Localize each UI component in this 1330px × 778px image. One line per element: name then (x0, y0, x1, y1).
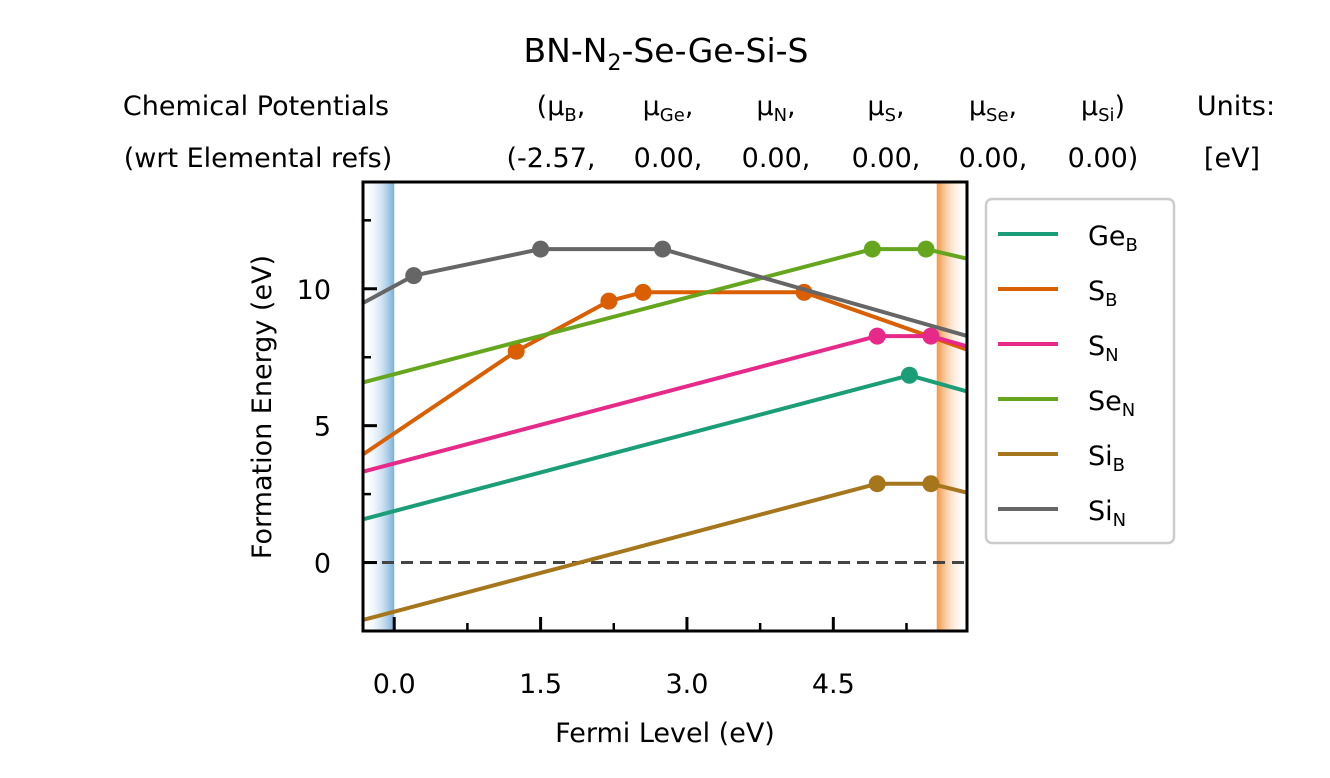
mu-labels: (μB, μGe, μN, μS, μSe, μSi) (537, 91, 1125, 126)
series-1-marker-1 (600, 292, 618, 310)
series-layer (363, 240, 967, 622)
legend-label-0: GeB (1088, 221, 1138, 256)
mu-value-2: 0.00, (742, 143, 811, 174)
legend-label-1: SB (1088, 276, 1118, 311)
mu-label-2: μN, (756, 91, 795, 126)
chart-title-subscript: 2 (607, 51, 621, 76)
x-tick-label-2: 3.0 (665, 669, 708, 700)
plot-frame (361, 180, 969, 633)
mu-label-1: μGe, (643, 91, 694, 126)
mu-value-0: (-2.57, (507, 143, 596, 174)
chart-title-rest: -Se-Ge-Si-S (621, 31, 808, 70)
series-5-marker-1 (532, 240, 550, 258)
series-0-marker-0 (900, 366, 918, 384)
x-tick-label-0: 0.0 (373, 669, 416, 700)
chart-title: BN-N2-Se-Ge-Si-S (524, 31, 809, 76)
x-tick-label-1: 1.5 (519, 669, 562, 700)
mu-values: (-2.57, 0.00, 0.00, 0.00, 0.00, 0.00) (507, 143, 1139, 174)
series-line-4 (363, 481, 967, 622)
series-5-marker-2 (654, 240, 672, 258)
mu-label-0: (μB, (537, 91, 586, 126)
x-tick-label-3: 4.5 (812, 669, 855, 700)
y-tick-label-2: 10 (297, 275, 331, 306)
legend-label-2: SN (1088, 331, 1119, 366)
series-4-marker-0 (868, 475, 886, 493)
series-3-marker-0 (863, 240, 881, 258)
tick-layer: 0.0 1.5 3.0 4.5 0 5 10 (297, 219, 908, 700)
series-line-2 (363, 334, 967, 474)
series-1-marker-2 (634, 283, 652, 301)
x-axis-label: Fermi Level (eV) (555, 718, 775, 749)
series-4-marker-1 (922, 475, 940, 493)
legend-label-4: SiB (1088, 441, 1125, 476)
legend: GeB SB SN SeN SiB SiN (984, 197, 1176, 545)
chem-pot-label-line2: (wrt Elemental refs) (124, 143, 393, 174)
mu-label-4: μSe, (969, 91, 1017, 126)
units-label-line2: [eV] (1204, 143, 1260, 174)
series-3-marker-1 (917, 240, 935, 258)
series-1-marker-0 (507, 342, 525, 360)
units-label-line1: Units: (1197, 91, 1275, 122)
legend-label-5: SiN (1088, 496, 1126, 531)
y-axis-label: Formation Energy (eV) (247, 255, 278, 559)
series-line-3 (363, 247, 967, 385)
vbm-shading (363, 182, 395, 631)
y-tick-label-1: 5 (314, 412, 331, 443)
mu-value-1: 0.00, (634, 143, 703, 174)
series-2-marker-1 (922, 327, 940, 345)
series-5-marker-0 (405, 267, 423, 285)
legend-label-3: SeN (1088, 386, 1135, 421)
chart-title-main: BN-N (524, 31, 608, 70)
y-tick-label-0: 0 (314, 549, 331, 580)
series-2-marker-0 (868, 327, 886, 345)
series-line-1 (363, 290, 967, 457)
mu-value-3: 0.00, (852, 143, 921, 174)
mu-label-5: μSi) (1081, 91, 1125, 126)
mu-label-3: μS, (867, 91, 904, 126)
chem-pot-label-line1: Chemical Potentials (123, 91, 389, 122)
mu-value-4: 0.00, (959, 143, 1028, 174)
legend-box (984, 197, 1176, 545)
mu-value-5: 0.00) (1068, 143, 1139, 174)
